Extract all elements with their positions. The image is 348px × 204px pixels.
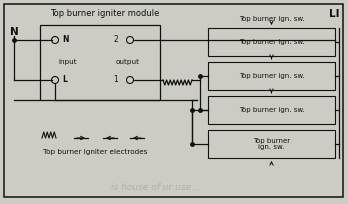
Text: Top burner igniter electrodes: Top burner igniter electrodes [43, 149, 147, 155]
Text: 2: 2 [113, 35, 118, 44]
Bar [208, 130, 335, 158]
Text: Top burner ign. sw.: Top burner ign. sw. [239, 73, 304, 79]
Text: 1: 1 [113, 75, 118, 84]
Text: Top burner ign. sw.: Top burner ign. sw. [239, 107, 304, 113]
Text: is house of ur use...: is house of ur use... [111, 184, 199, 193]
Text: L: L [62, 75, 67, 84]
Text: Top burner igniter module: Top burner igniter module [50, 10, 160, 19]
Text: N: N [10, 27, 18, 37]
Bar [40, 25, 160, 100]
Bar [208, 96, 335, 124]
Bar [208, 62, 335, 90]
Text: input: input [59, 59, 77, 65]
Text: Top burner
ign. sw.: Top burner ign. sw. [253, 137, 290, 151]
Bar [208, 28, 335, 56]
Text: Top burner ign. sw.: Top burner ign. sw. [239, 39, 304, 45]
Text: output: output [116, 59, 140, 65]
Text: N: N [62, 35, 69, 44]
Text: Top burner ign. sw.: Top burner ign. sw. [239, 16, 304, 22]
Text: LI: LI [329, 9, 339, 19]
